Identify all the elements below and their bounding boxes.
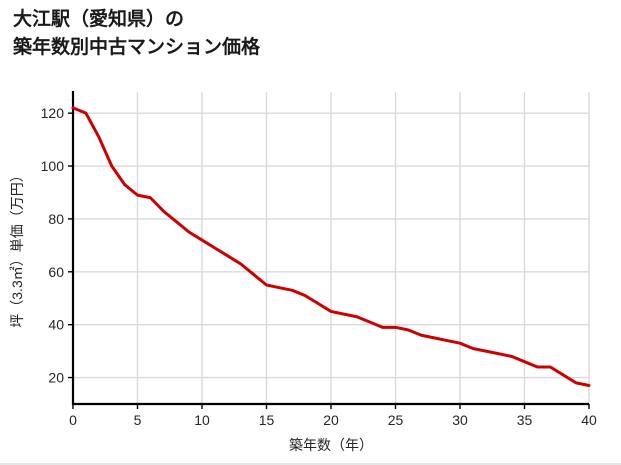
y-tick-label: 60 [48,264,64,280]
chart-title: 大江駅（愛知県）の 築年数別中古マンション価格 [13,9,261,58]
x-tick-label: 35 [517,412,533,428]
y-tick-label: 20 [48,370,64,386]
x-tick-label: 10 [194,412,210,428]
x-tick-label: 25 [388,412,404,428]
bottom-divider [0,463,621,465]
x-tick-label: 5 [134,412,142,428]
x-tick-label: 20 [323,412,339,428]
axis-spine [71,91,589,406]
x-tick-label: 0 [69,412,77,428]
x-axis-ticks: 0 5 10 15 20 25 30 35 40 [69,404,597,428]
x-tick-label: 15 [259,412,275,428]
y-axis-label: 坪（3.3㎡）単価（万円） [9,168,25,327]
y-tick-label: 40 [48,317,64,333]
data-line-series-0 [71,106,591,387]
y-tick-label: 120 [41,105,65,121]
y-tick-label: 100 [41,158,65,174]
grid-lines [73,92,590,404]
y-axis-ticks: 20 40 60 80 100 120 [41,105,73,386]
x-tick-label: 40 [581,412,597,428]
y-tick-label: 80 [48,211,64,227]
x-tick-label: 30 [452,412,468,428]
x-axis-label: 築年数（年） [289,437,373,453]
